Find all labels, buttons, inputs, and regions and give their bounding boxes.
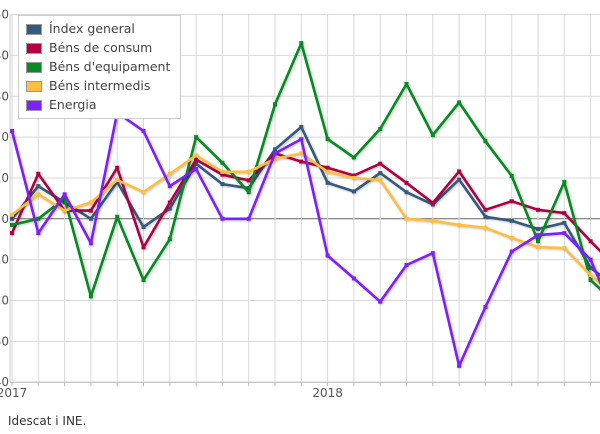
legend-label: Béns intermedis [49, 78, 151, 93]
source-caption: Idescat i INE. [8, 414, 86, 428]
legend-swatch-icon [26, 42, 42, 54]
legend-label: Béns d'equipament [49, 59, 171, 74]
x-year-label: 2018 [312, 386, 343, 400]
axis-labels: 50 40 30 20 10 0 -10 -20 -30 -402017 2018 [0, 8, 343, 400]
y-tick-label: -30 [0, 334, 9, 348]
y-tick-label: 50 [0, 8, 9, 22]
y-tick-label: -20 [0, 294, 9, 308]
y-tick-label: 0 [1, 212, 9, 226]
legend: Índex general Béns de consum Béns d'equipa… [18, 15, 182, 119]
series-b-ns-intermedis [10, 151, 600, 285]
legend-label: Índex general [49, 21, 135, 36]
legend-label: Béns de consum [49, 40, 153, 55]
legend-swatch-icon [26, 61, 42, 73]
data-series [10, 41, 600, 368]
legend-swatch-icon [26, 23, 42, 35]
legend-item-b-ns-intermedis: Béns intermedis [26, 78, 170, 94]
axes [9, 14, 600, 387]
legend-item-energia: Energia [26, 97, 170, 113]
y-tick-label: 10 [0, 171, 9, 185]
legend-item-b-ns-d-equipament: Béns d'equipament [26, 59, 170, 75]
legend-item--ndex-general: Índex general [26, 21, 170, 37]
y-tick-label: 40 [0, 48, 9, 62]
legend-label: Energia [49, 97, 97, 112]
legend-swatch-icon [26, 99, 42, 111]
y-tick-label: -10 [0, 253, 9, 267]
x-year-label: 2017 [0, 386, 27, 400]
legend-item-b-ns-de-consum: Béns de consum [26, 40, 170, 56]
y-tick-label: -40 [0, 375, 9, 389]
series-energia [10, 110, 600, 368]
legend-swatch-icon [26, 80, 42, 92]
y-tick-label: 30 [0, 89, 9, 103]
y-tick-label: 20 [0, 130, 9, 144]
series-b-ns-d-equipament [10, 41, 600, 299]
